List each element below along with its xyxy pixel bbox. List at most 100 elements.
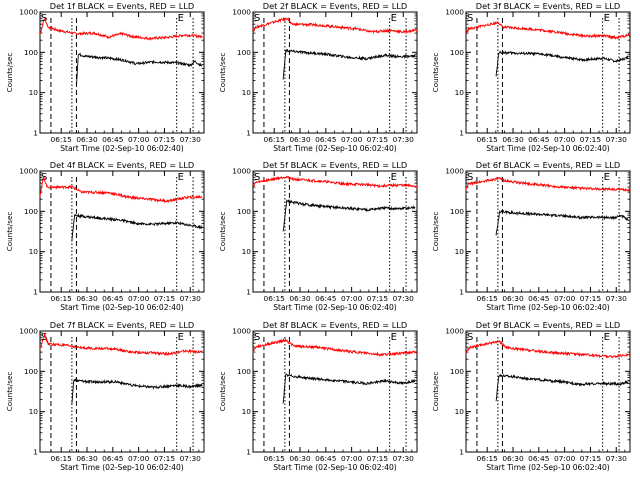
x-tick-label: 07:15 xyxy=(154,294,176,303)
x-axis-label: Start Time (02-Sep-10 06:02:40) xyxy=(486,303,610,312)
x-tick-label: 07:00 xyxy=(341,294,363,303)
y-axis-label: Counts/sec xyxy=(5,372,14,412)
y-tick-label: 1 xyxy=(459,288,464,297)
y-axis-label: Counts/sec xyxy=(431,372,440,412)
x-tick-label: 07:30 xyxy=(393,135,415,144)
detector-panel-8: Det 8f BLACK = Events, RED = LLD 1 10 100 10… xyxy=(218,320,418,472)
plot-frame xyxy=(252,11,418,134)
events-curve xyxy=(495,50,629,77)
x-tick-label: 06:45 xyxy=(528,294,550,303)
y-tick-label: 1 xyxy=(33,129,38,138)
x-tick-label: 07:00 xyxy=(554,294,576,303)
lld-curve xyxy=(465,339,631,359)
x-tick-label: 07:30 xyxy=(606,294,628,303)
y-tick-label: 10 xyxy=(455,247,465,256)
x-tick-label: 07:30 xyxy=(180,454,202,463)
lld-curve xyxy=(252,337,418,357)
end-mark-e: E xyxy=(391,332,397,343)
end-mark-e: E xyxy=(604,13,610,24)
y-tick-label: 1000 xyxy=(445,327,464,336)
plot-frame xyxy=(465,170,631,293)
y-tick-label: 1 xyxy=(33,288,38,297)
y-axis-label: Counts/sec xyxy=(431,53,440,93)
y-tick-label: 1000 xyxy=(232,327,251,336)
x-tick-label: 07:15 xyxy=(367,294,389,303)
events-curve xyxy=(495,373,629,402)
y-axis-label: Counts/sec xyxy=(5,212,14,252)
detector-panel-2: Det 2f BLACK = Events, RED = LLD 1 10 100 10… xyxy=(218,1,418,153)
y-tick-label: 100 xyxy=(450,207,464,216)
panel-title: Det 4f BLACK = Events, RED = LLD xyxy=(50,160,194,170)
y-tick-label: 100 xyxy=(237,207,251,216)
x-tick-label: 06:45 xyxy=(102,454,124,463)
y-tick-label: 10 xyxy=(29,88,39,97)
detector-panel-9: Det 9f BLACK = Events, RED = LLD 1 10 100 10… xyxy=(431,320,631,472)
y-tick-label: 1000 xyxy=(19,167,38,176)
x-tick-label: 07:00 xyxy=(128,454,150,463)
y-tick-label: 10 xyxy=(29,247,39,256)
x-tick-label: 07:30 xyxy=(606,454,628,463)
x-tick-label: 06:45 xyxy=(102,135,124,144)
x-tick-label: 07:00 xyxy=(554,135,576,144)
panel-title: Det 1f BLACK = Events, RED = LLD xyxy=(50,1,194,11)
events-curve xyxy=(71,378,203,404)
end-mark-e: E xyxy=(391,13,397,24)
events-curve xyxy=(282,373,416,404)
lld-curve xyxy=(252,175,418,189)
start-mark-s: S xyxy=(467,332,473,343)
y-axis-label: Counts/sec xyxy=(218,372,227,412)
end-mark-e: E xyxy=(604,332,610,343)
x-tick-label: 07:00 xyxy=(128,294,150,303)
y-tick-label: 1 xyxy=(246,448,251,457)
x-axis-label: Start Time (02-Sep-10 06:02:40) xyxy=(60,463,184,472)
end-mark-e: E xyxy=(391,172,397,183)
x-tick-label: 06:30 xyxy=(502,294,524,303)
x-tick-label: 06:15 xyxy=(51,294,73,303)
x-tick-label: 06:30 xyxy=(289,135,311,144)
plot-frame xyxy=(39,170,205,293)
x-tick-label: 06:15 xyxy=(264,135,286,144)
y-axis-label: Counts/sec xyxy=(218,53,227,93)
plot-frame xyxy=(39,330,205,453)
panel-title: Det 2f BLACK = Events, RED = LLD xyxy=(263,1,407,11)
plot-frame xyxy=(465,11,631,134)
x-tick-label: 06:30 xyxy=(502,454,524,463)
x-axis-label: Start Time (02-Sep-10 06:02:40) xyxy=(486,144,610,153)
events-curve xyxy=(71,212,203,241)
x-axis-label: Start Time (02-Sep-10 06:02:40) xyxy=(273,144,397,153)
x-tick-label: 07:15 xyxy=(154,135,176,144)
x-tick-label: 07:00 xyxy=(341,454,363,463)
end-mark-e: E xyxy=(178,13,184,24)
x-tick-label: 06:30 xyxy=(76,294,98,303)
detector-panel-3: Det 3f BLACK = Events, RED = LLD 1 10 100 10… xyxy=(431,1,631,153)
y-tick-label: 100 xyxy=(237,367,251,376)
detector-panel-7: Det 7f BLACK = Events, RED = LLD 1 10 100 10… xyxy=(5,320,205,472)
y-axis-label: Counts/sec xyxy=(5,53,14,93)
y-axis-label: Counts/sec xyxy=(218,212,227,252)
y-tick-label: 1 xyxy=(246,288,251,297)
y-tick-label: 1000 xyxy=(232,8,251,17)
x-tick-label: 07:30 xyxy=(606,135,628,144)
panel-title: Det 5f BLACK = Events, RED = LLD xyxy=(263,160,407,170)
panel-title: Det 9f BLACK = Events, RED = LLD xyxy=(476,320,620,330)
y-axis-label: Counts/sec xyxy=(431,212,440,252)
y-tick-label: 100 xyxy=(24,207,38,216)
plot-frame xyxy=(39,11,205,134)
x-tick-label: 07:00 xyxy=(554,454,576,463)
lld-curve xyxy=(252,16,418,35)
x-tick-label: 06:45 xyxy=(528,135,550,144)
x-axis-label: Start Time (02-Sep-10 06:02:40) xyxy=(273,303,397,312)
y-tick-label: 10 xyxy=(242,88,252,97)
lld-curve xyxy=(465,20,631,40)
x-tick-label: 06:30 xyxy=(289,454,311,463)
panel-title: Det 3f BLACK = Events, RED = LLD xyxy=(476,1,620,11)
detector-panel-4: Det 4f BLACK = Events, RED = LLD 1 10 100 10… xyxy=(5,160,205,312)
start-mark-s: S xyxy=(467,13,473,24)
y-tick-label: 100 xyxy=(450,48,464,57)
end-mark-e: E xyxy=(178,332,184,343)
x-tick-label: 06:30 xyxy=(76,454,98,463)
x-tick-label: 06:30 xyxy=(289,294,311,303)
events-curve xyxy=(282,48,416,80)
panel-title: Det 7f BLACK = Events, RED = LLD xyxy=(50,320,194,330)
start-mark-s: S xyxy=(467,172,473,183)
